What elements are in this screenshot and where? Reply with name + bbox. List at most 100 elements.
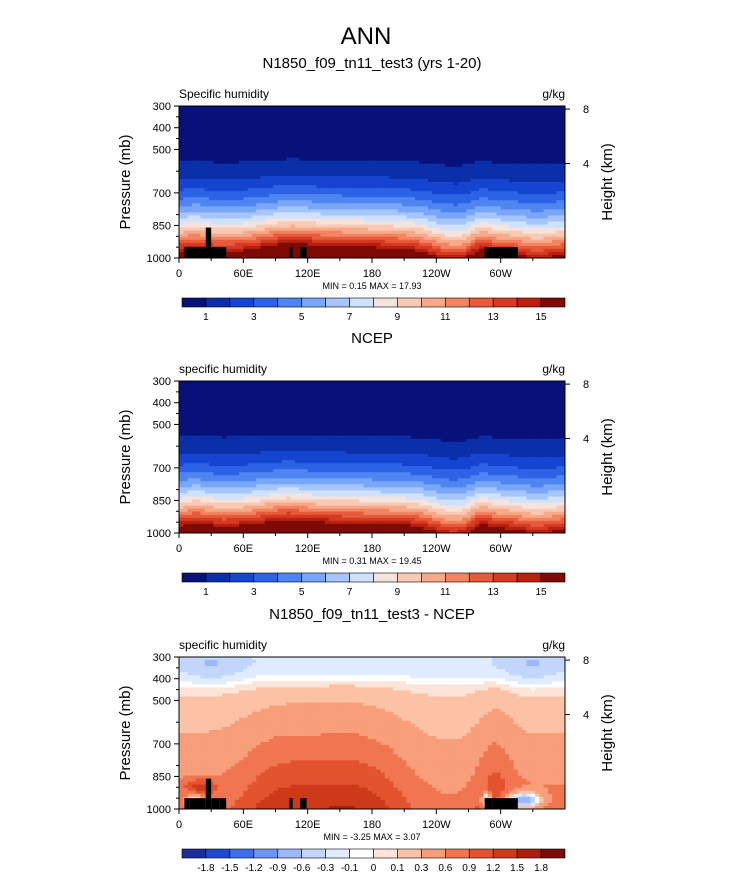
contour-cell bbox=[432, 197, 437, 201]
contour-cell bbox=[286, 227, 292, 232]
contour-cell bbox=[474, 245, 480, 250]
contour-cell bbox=[264, 145, 270, 150]
colorbar-swatch bbox=[445, 297, 470, 308]
contour-cell bbox=[230, 194, 236, 198]
contour-cell bbox=[393, 212, 399, 217]
contour-cell bbox=[487, 136, 493, 141]
contour-cell bbox=[230, 203, 236, 207]
contour-cell bbox=[419, 245, 425, 250]
contour-cell bbox=[483, 109, 489, 113]
contour-cell bbox=[234, 197, 240, 201]
contour-cell bbox=[354, 185, 360, 189]
contour-cell bbox=[367, 254, 373, 258]
contour-cell bbox=[504, 218, 510, 223]
contour-cell bbox=[449, 242, 455, 247]
contour-cell bbox=[329, 130, 334, 134]
contour-cell bbox=[534, 154, 540, 159]
contour-cell bbox=[187, 387, 193, 391]
contour-cell bbox=[462, 218, 467, 223]
contour-cell bbox=[243, 393, 249, 397]
contour-cell bbox=[221, 121, 227, 125]
contour-cell bbox=[449, 154, 455, 159]
contour-cell bbox=[359, 254, 365, 258]
contour-cell bbox=[500, 154, 506, 159]
contour-cell bbox=[397, 218, 403, 223]
contour-cell bbox=[414, 142, 420, 147]
contour-cell bbox=[470, 157, 476, 162]
contour-cell bbox=[380, 151, 386, 156]
contour-cell bbox=[372, 115, 377, 119]
contour-cell bbox=[303, 175, 309, 180]
contour-cell bbox=[213, 239, 219, 244]
contour-cell bbox=[423, 185, 429, 189]
contour-cell bbox=[509, 188, 515, 192]
contour-cell bbox=[453, 236, 459, 241]
contour-cell bbox=[483, 175, 489, 180]
contour-cell bbox=[436, 109, 442, 113]
contour-cell bbox=[402, 154, 407, 159]
contour-cell bbox=[200, 127, 206, 131]
contour-cell bbox=[359, 178, 365, 183]
contour-cell bbox=[191, 133, 197, 137]
contour-cell bbox=[354, 251, 360, 256]
contour-cell bbox=[372, 139, 377, 144]
contour-cell bbox=[449, 182, 455, 186]
contour-cell bbox=[260, 197, 266, 201]
contour-cell bbox=[333, 136, 339, 141]
contour-cell bbox=[307, 166, 313, 171]
contour-cell bbox=[251, 215, 257, 220]
contour-cell bbox=[504, 206, 510, 210]
contour-cell bbox=[376, 242, 382, 247]
contour-cell bbox=[492, 221, 497, 226]
contour-cell bbox=[311, 106, 317, 110]
contour-cell bbox=[191, 206, 197, 210]
contour-cell bbox=[217, 157, 223, 162]
contour-cell bbox=[230, 133, 236, 137]
contour-cell bbox=[307, 212, 313, 217]
contour-cell bbox=[243, 178, 249, 183]
contour-cell bbox=[299, 381, 304, 385]
contour-cell bbox=[183, 139, 189, 144]
contour-cell bbox=[367, 215, 373, 220]
contour-cell bbox=[504, 154, 510, 159]
contour-cell bbox=[281, 112, 287, 116]
contour-cell bbox=[243, 188, 249, 192]
contour-cell bbox=[243, 106, 249, 110]
contour-cell bbox=[474, 191, 480, 195]
contour-cell bbox=[436, 245, 442, 250]
contour-cell bbox=[251, 175, 257, 180]
contour-cell bbox=[359, 124, 365, 128]
contour-cell bbox=[200, 124, 206, 128]
contour-cell bbox=[183, 112, 189, 116]
contour-cell bbox=[204, 200, 210, 204]
contour-cell bbox=[354, 194, 360, 198]
contour-cell bbox=[329, 197, 334, 201]
contour-cell bbox=[221, 142, 227, 147]
contour-cell bbox=[256, 384, 262, 388]
contour-cell bbox=[247, 233, 253, 238]
contour-cell bbox=[303, 109, 309, 113]
contour-cell bbox=[517, 390, 523, 394]
contour-cell bbox=[410, 127, 416, 131]
contour-cell bbox=[251, 133, 257, 137]
contour-cell bbox=[251, 127, 257, 131]
contour-cell bbox=[337, 188, 343, 192]
contour-cell bbox=[380, 221, 386, 226]
contour-cell bbox=[466, 239, 472, 244]
contour-cell bbox=[294, 221, 300, 226]
contour-cell bbox=[397, 387, 403, 391]
contour-cell bbox=[221, 188, 227, 192]
contour-cell bbox=[299, 142, 304, 147]
contour-cell bbox=[196, 121, 202, 125]
contour-cell bbox=[526, 145, 532, 150]
contour-cell bbox=[299, 236, 304, 241]
contour-cell bbox=[367, 160, 373, 165]
contour-cell bbox=[393, 112, 399, 116]
contour-cell bbox=[191, 381, 197, 385]
contour-cell bbox=[226, 212, 232, 217]
contour-cell bbox=[534, 148, 540, 153]
contour-cell bbox=[466, 118, 472, 122]
contour-cell bbox=[474, 254, 480, 258]
contour-cell bbox=[303, 160, 309, 165]
contour-cell bbox=[269, 212, 274, 217]
